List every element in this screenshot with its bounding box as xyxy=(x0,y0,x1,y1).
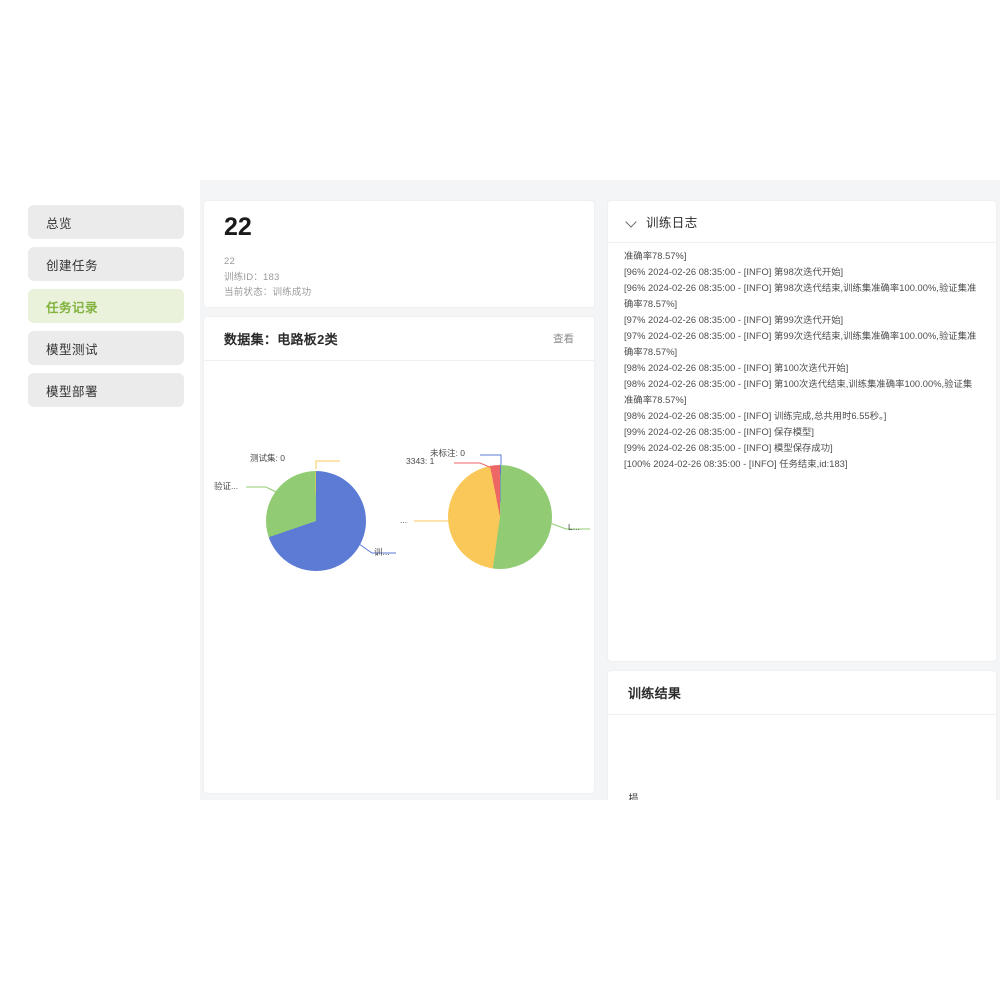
sidebar-item-label: 模型部署 xyxy=(46,384,99,399)
sidebar-item-model-deploy[interactable]: 模型部署 xyxy=(28,373,184,407)
log-line: 准确率78.57%] xyxy=(624,251,687,261)
dataset-pie-charts: 测试集: 0 验证... 训... 未标注: 0 3343: 1 ... xyxy=(204,361,594,791)
sidebar-item-task-records[interactable]: 任务记录 xyxy=(28,289,184,323)
label-pie-leaders xyxy=(414,454,590,530)
loss-chart: 损失函数值 00.050.10.150.20.250.30.35 训练次数 xyxy=(608,715,998,800)
dataset-label-pie: 未标注: 0 3343: 1 ... L... xyxy=(400,361,596,791)
training-log-body[interactable]: 准确率78.57%] [96% 2024-02-26 08:35:00 - [I… xyxy=(608,243,996,661)
sidebar-item-label: 模型测试 xyxy=(46,342,99,357)
log-line: [99% 2024-02-26 08:35:00 - [INFO] 保存模型] xyxy=(624,426,815,437)
log-line: [96% 2024-02-26 08:35:00 - [INFO] 第98次迭代… xyxy=(624,266,844,277)
split-pie-label-valid: 验证... xyxy=(214,481,239,491)
dataset-card-header: 数据集：电路板2类 查看 xyxy=(204,317,594,361)
label-pie-label-letter: L... xyxy=(568,522,580,532)
sidebar: 总览 创建任务 任务记录 模型测试 模型部署 xyxy=(0,180,200,800)
task-train-id-line: 训练ID：183 xyxy=(224,271,280,283)
label-pie-circle xyxy=(448,465,552,569)
task-meta: 22 训练ID：183 当前状态：训练成功 xyxy=(224,254,574,301)
label-pie-label-unlabeled: 未标注: 0 xyxy=(430,448,465,458)
loss-chart-ylabel: 损失函数值 xyxy=(624,793,639,800)
training-log-card: 训练日志 准确率78.57%] [96% 2024-02-26 08:35:00… xyxy=(607,200,997,662)
dataset-card: 数据集：电路板2类 查看 测试集: 0 验证... 训... xyxy=(203,316,595,794)
sidebar-item-model-test[interactable]: 模型测试 xyxy=(28,331,184,365)
log-line: [98% 2024-02-26 08:35:00 - [INFO] 第100次迭… xyxy=(624,362,849,373)
task-summary-body: 22 22 训练ID：183 当前状态：训练成功 xyxy=(204,201,594,301)
training-log-header[interactable]: 训练日志 xyxy=(608,201,996,243)
split-pie-label-test: 测试集: 0 xyxy=(250,453,285,463)
sidebar-item-overview[interactable]: 总览 xyxy=(28,205,184,239)
loss-chart-plot xyxy=(608,715,998,800)
dataset-view-link[interactable]: 查看 xyxy=(553,333,574,345)
training-result-card: 训练结果 损失函数值 00.050.10.150.20.250.30.35 训练… xyxy=(607,670,997,800)
sidebar-item-label: 创建任务 xyxy=(46,258,99,273)
chevron-down-icon[interactable] xyxy=(626,216,638,228)
sidebar-item-create-task[interactable]: 创建任务 xyxy=(28,247,184,281)
log-line: [99% 2024-02-26 08:35:00 - [INFO] 模型保存成功… xyxy=(624,442,833,453)
task-status-line: 当前状态：训练成功 xyxy=(224,287,312,299)
training-result-title: 训练结果 xyxy=(628,686,682,701)
label-pie-label-3343: 3343: 1 xyxy=(406,456,435,466)
task-title: 22 xyxy=(224,213,252,241)
log-line: [98% 2024-02-26 08:35:00 - [INFO] 训练完成,总… xyxy=(624,410,887,421)
log-line: [96% 2024-02-26 08:35:00 - [INFO] 第98次迭代… xyxy=(624,282,977,309)
task-name-line: 22 xyxy=(224,256,235,267)
sidebar-item-label: 总览 xyxy=(46,216,73,231)
split-pie-label-train: 训... xyxy=(374,547,390,557)
split-pie-circle xyxy=(266,471,366,571)
log-line: [97% 2024-02-26 08:35:00 - [INFO] 第99次迭代… xyxy=(624,330,977,357)
log-line: [98% 2024-02-26 08:35:00 - [INFO] 第100次迭… xyxy=(624,378,973,405)
sidebar-item-label: 任务记录 xyxy=(46,300,99,315)
label-pie-label-other: ... xyxy=(400,515,408,525)
training-log-title: 训练日志 xyxy=(646,216,698,230)
dataset-title: 数据集：电路板2类 xyxy=(224,332,338,347)
app-viewport: 总览 创建任务 任务记录 模型测试 模型部署 22 22 训练ID：183 xyxy=(0,180,1000,800)
split-pie-leaders xyxy=(246,460,396,554)
log-line: [100% 2024-02-26 08:35:00 - [INFO] 任务结束,… xyxy=(624,458,848,469)
log-line: [97% 2024-02-26 08:35:00 - [INFO] 第99次迭代… xyxy=(624,314,844,325)
training-result-header: 训练结果 xyxy=(608,671,996,715)
task-summary-card: 22 22 训练ID：183 当前状态：训练成功 xyxy=(203,200,595,308)
dataset-split-pie: 测试集: 0 验证... 训... xyxy=(204,361,400,791)
